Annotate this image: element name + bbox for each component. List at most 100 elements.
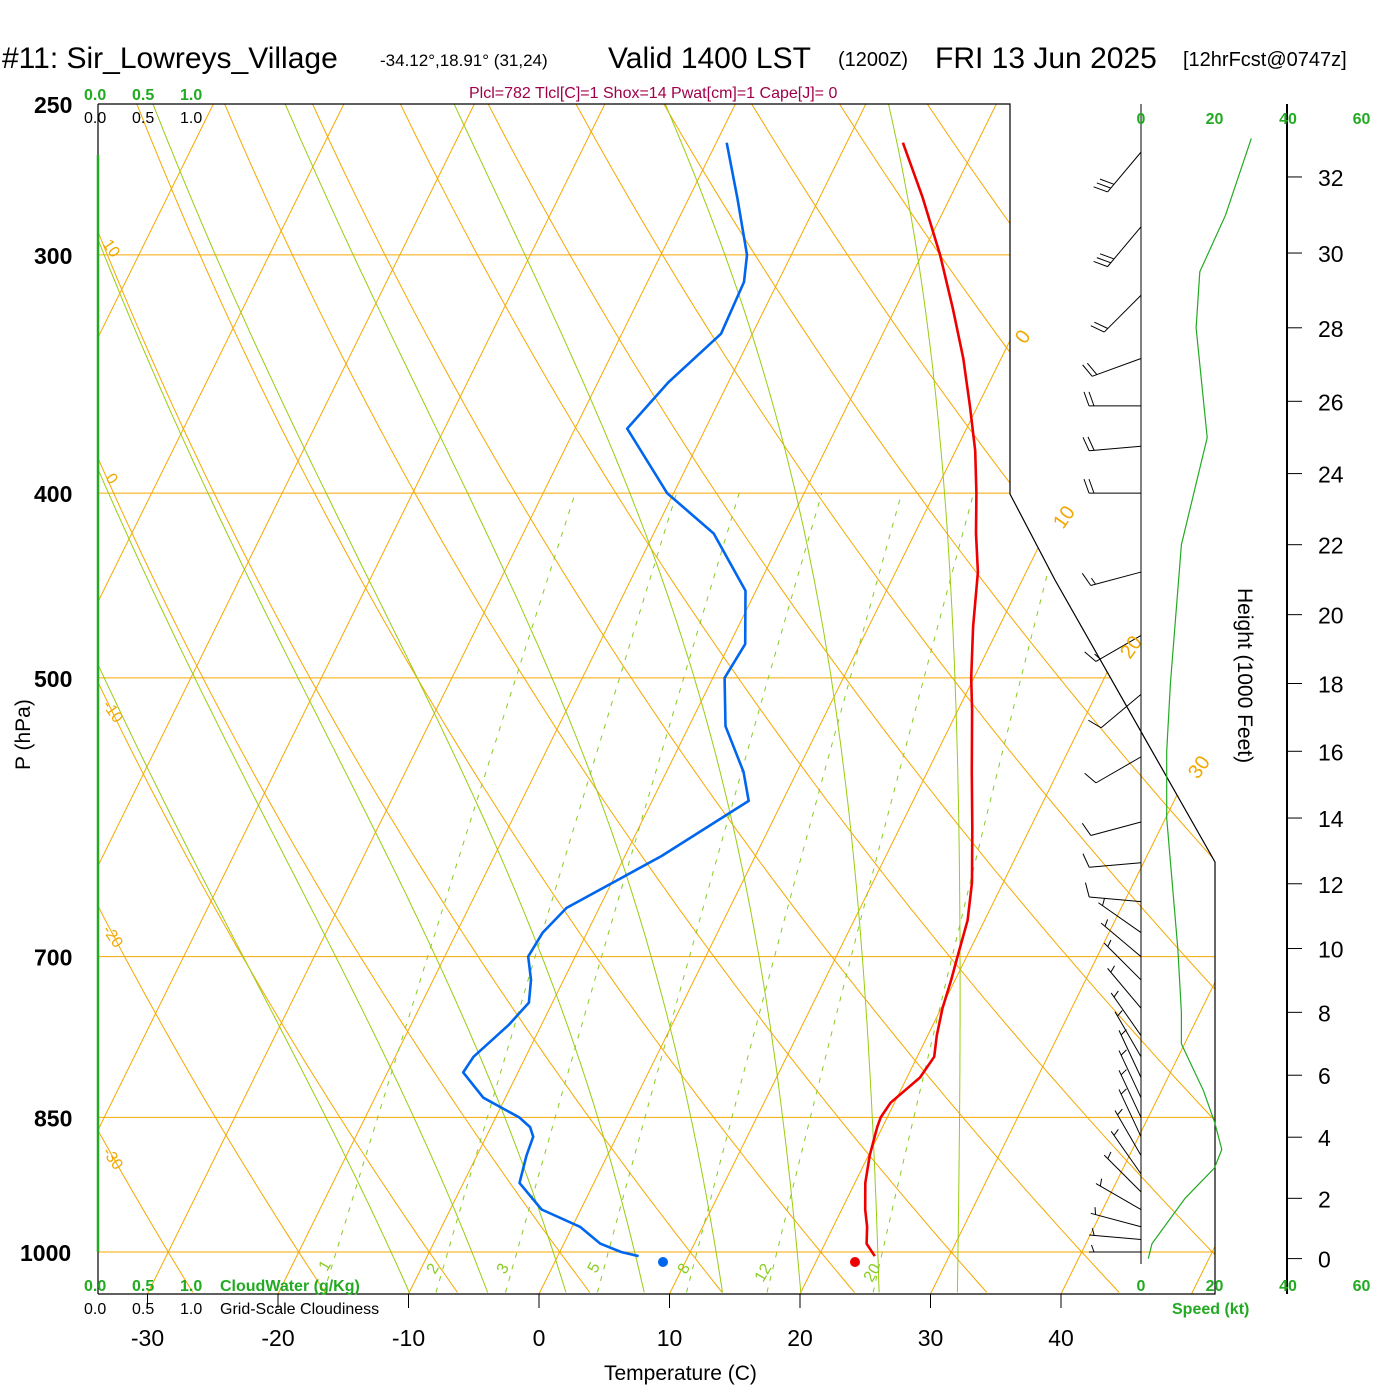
temperature-tick-label: 20 (787, 1325, 813, 1351)
isotherm (930, 104, 1215, 1294)
barb-staff (1118, 1050, 1142, 1098)
height-tick-label: 26 (1318, 389, 1344, 415)
isotherm (538, 104, 1128, 1294)
isotherm (1191, 104, 1215, 1294)
wind-barb (1081, 571, 1142, 587)
mixing-ratio-label: 2 (424, 1261, 443, 1277)
barb-flag (1088, 719, 1102, 729)
wind-barb (1093, 151, 1142, 193)
temperature-profile (863, 142, 980, 1257)
barb-half-flag (1091, 1244, 1095, 1253)
wind-barb (1084, 635, 1142, 662)
barb-half-flag (1110, 965, 1115, 973)
barb-flag (1087, 436, 1095, 451)
temperature-tick-label: 40 (1048, 1325, 1074, 1351)
temperature-tick-label: -20 (261, 1325, 294, 1351)
speed-tick-label-top: 0 (1137, 111, 1146, 128)
barb-staff (1095, 1183, 1142, 1210)
height-tick-label: 4 (1318, 1125, 1331, 1151)
dry-adiabat (557, 104, 1215, 1293)
wind-barb (1107, 965, 1142, 1009)
isotherm-label: 0 (1011, 326, 1035, 348)
title-date: FRI 13 Jun 2025 (935, 42, 1157, 75)
wind-barb (1103, 1151, 1142, 1193)
title-forecast: [12hrFcst@0747z] (1183, 49, 1347, 71)
pressure-tick-label: 500 (34, 666, 72, 692)
barb-flag (1096, 257, 1111, 264)
isotherm (98, 104, 475, 1294)
barb-flag (1084, 772, 1097, 784)
barb-flag (1094, 321, 1108, 329)
barb-flag (1084, 882, 1090, 898)
moist-adiabat (284, 104, 723, 1293)
title-valid: Valid 1400 LST (608, 42, 811, 75)
height-tick-label: 12 (1318, 872, 1344, 898)
temperature-tick-label: 10 (657, 1325, 683, 1351)
wind-barb (1082, 436, 1142, 452)
height-tick-label: 6 (1318, 1063, 1331, 1089)
temperature-tick-label: 0 (533, 1325, 546, 1351)
height-tick-label: 28 (1318, 316, 1344, 342)
dry-adiabat (383, 104, 1215, 1293)
height-tick-label: 14 (1318, 806, 1344, 832)
barb-half-flag (1113, 1129, 1119, 1136)
barb-staff (1089, 862, 1142, 868)
moist-adiabat (152, 104, 645, 1293)
isotherm (1060, 104, 1215, 1294)
dry-adiabat (123, 104, 855, 1293)
moist-adiabat (664, 104, 880, 1293)
isotherm (147, 104, 736, 1294)
temperature-tick-label: -10 (392, 1325, 425, 1351)
mixing-ratio-line (596, 492, 823, 1293)
barb-staff (1089, 1234, 1142, 1240)
dry-adiabat (98, 104, 326, 1293)
dry-adiabat-label: -10 (99, 698, 126, 727)
wind-barb (1090, 294, 1142, 333)
barb-staff (1118, 1030, 1142, 1078)
barb-staff (1103, 1154, 1142, 1193)
speed-tick-label-bottom: 20 (1206, 1278, 1224, 1295)
barb-staff (1107, 968, 1142, 1009)
barb-flag (1093, 260, 1108, 268)
barb-staff (1090, 1212, 1142, 1228)
barb-staff (1098, 902, 1142, 934)
height-tick-label: 22 (1318, 533, 1344, 559)
barb-half-flag (1117, 1108, 1123, 1116)
wind-barb (1098, 898, 1142, 934)
pressure-tick-label: 700 (34, 945, 72, 971)
barb-flag (1099, 178, 1115, 185)
barb-half-flag (1120, 1049, 1127, 1056)
dry-adiabat (644, 104, 1215, 1293)
wind-barb (1095, 1178, 1142, 1210)
barb-staff (1114, 1110, 1142, 1156)
barb-flag (1086, 362, 1098, 375)
mixing-ratio-line (323, 492, 576, 1293)
barb-half-flag (1117, 1010, 1123, 1017)
isotherm (408, 104, 997, 1294)
speed-tick-label-bottom: 60 (1353, 1278, 1371, 1295)
isotherm-label: 20 (1116, 632, 1147, 663)
barb-flag (1099, 253, 1115, 260)
cloudwater-label: CloudWater (g/Kg) (220, 1278, 360, 1295)
barb-flag (1083, 391, 1090, 407)
temperature-tick-label: -30 (131, 1325, 164, 1351)
wind-speed-line (1147, 138, 1252, 1259)
wind-barb (1118, 1029, 1142, 1078)
temperature-tick-label: 30 (918, 1325, 944, 1351)
wind-barb (1084, 882, 1142, 903)
dry-adiabat-label: -20 (99, 923, 126, 952)
speed-tick-label-top: 40 (1279, 111, 1297, 128)
moist-adiabat (98, 104, 489, 1293)
mixing-ratio-label: 12 (752, 1261, 776, 1285)
y-axis-label: P (hPa) (12, 699, 35, 770)
mixing-ratio-label: 5 (585, 1260, 604, 1276)
barb-staff (1118, 1070, 1142, 1118)
pressure-tick-label: 850 (34, 1105, 72, 1131)
plot-frame (98, 103, 1216, 1295)
barb-staff (1107, 226, 1142, 267)
barb-staff (1114, 1011, 1142, 1058)
cloudiness-scale-bottom: 1.0 (180, 1301, 202, 1318)
mixing-ratio-line (505, 492, 740, 1293)
barb-flag (1088, 478, 1095, 494)
barb-half-flag (1090, 577, 1097, 585)
